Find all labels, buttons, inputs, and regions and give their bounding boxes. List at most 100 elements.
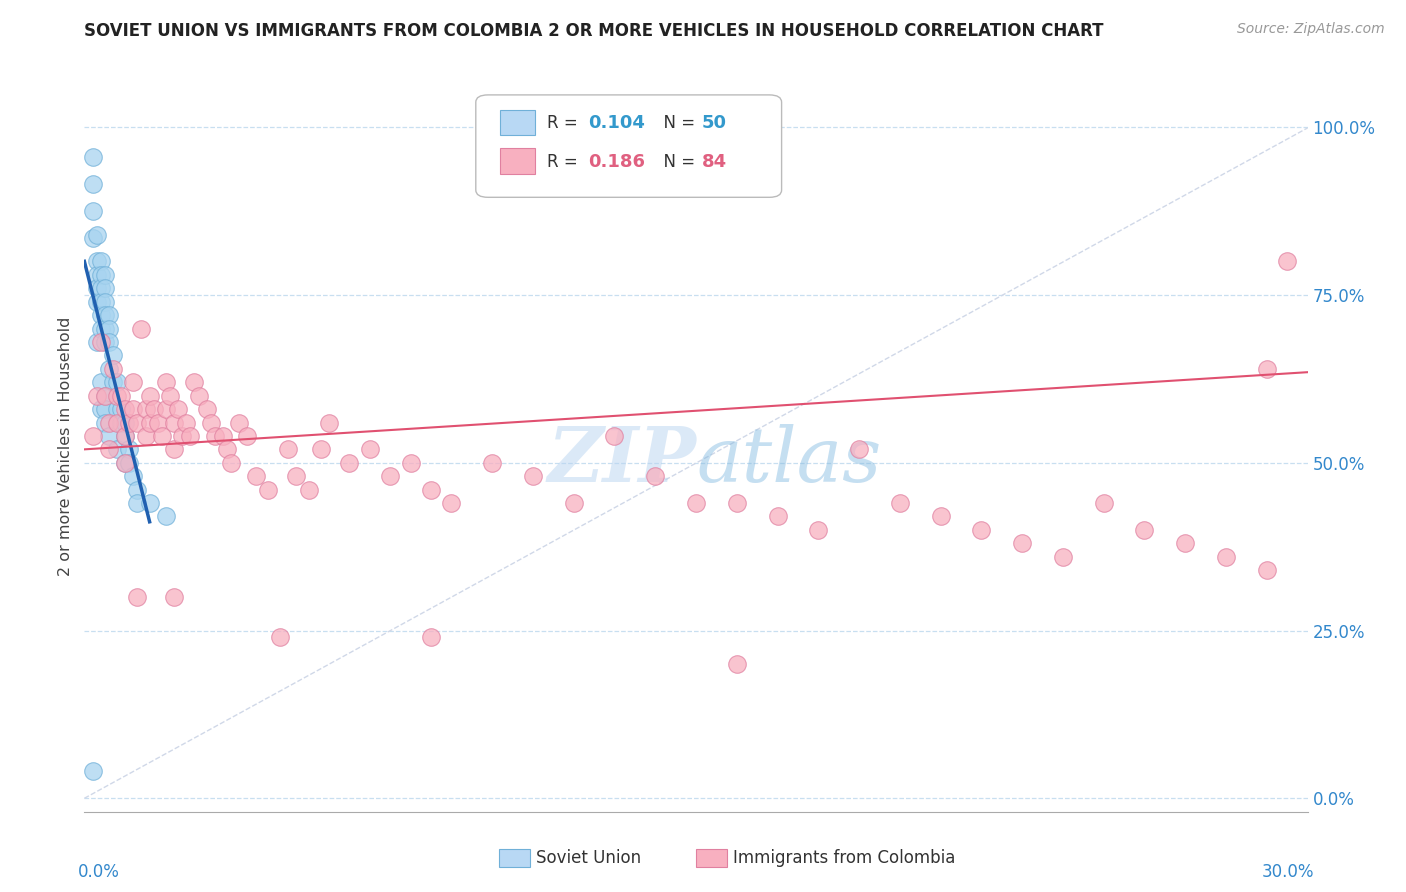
Point bbox=[82, 151, 104, 165]
Point bbox=[807, 523, 830, 537]
Point bbox=[685, 496, 707, 510]
Point bbox=[93, 416, 115, 430]
Point bbox=[93, 389, 115, 403]
Text: ZIP: ZIP bbox=[547, 424, 696, 498]
Point bbox=[269, 630, 291, 644]
Point bbox=[309, 442, 332, 457]
Point bbox=[105, 376, 128, 390]
Point bbox=[93, 334, 115, 349]
Point bbox=[138, 416, 160, 430]
Point bbox=[929, 509, 952, 524]
Text: Immigrants from Colombia: Immigrants from Colombia bbox=[733, 849, 955, 867]
Point bbox=[138, 496, 160, 510]
Point bbox=[970, 523, 993, 537]
Point bbox=[86, 389, 108, 403]
Point bbox=[86, 294, 108, 309]
Point bbox=[1174, 536, 1197, 550]
Point bbox=[380, 469, 402, 483]
Point bbox=[339, 456, 360, 470]
Point bbox=[82, 178, 104, 192]
Point bbox=[1256, 361, 1278, 376]
Point bbox=[440, 496, 463, 510]
Point bbox=[150, 429, 173, 443]
Point bbox=[93, 308, 115, 322]
Point bbox=[562, 496, 585, 510]
Point bbox=[142, 402, 165, 417]
Point bbox=[122, 376, 145, 390]
Point bbox=[172, 429, 194, 443]
Point bbox=[90, 308, 112, 322]
Point bbox=[766, 509, 789, 524]
Point bbox=[285, 469, 308, 483]
Point bbox=[889, 496, 911, 510]
Text: R =: R = bbox=[547, 113, 582, 132]
Point bbox=[420, 630, 443, 644]
Point bbox=[90, 254, 112, 268]
Text: 50: 50 bbox=[702, 113, 727, 132]
Text: N =: N = bbox=[654, 153, 700, 171]
Point bbox=[114, 456, 136, 470]
Point bbox=[522, 469, 544, 483]
Point bbox=[97, 321, 120, 335]
Point bbox=[212, 429, 235, 443]
Point bbox=[163, 442, 186, 457]
Point bbox=[644, 469, 666, 483]
Point bbox=[86, 334, 108, 349]
Point bbox=[228, 416, 250, 430]
Point bbox=[93, 268, 115, 282]
Text: Soviet Union: Soviet Union bbox=[536, 849, 641, 867]
Text: atlas: atlas bbox=[696, 424, 882, 498]
Y-axis label: 2 or more Vehicles in Household: 2 or more Vehicles in Household bbox=[58, 317, 73, 575]
Point bbox=[135, 402, 157, 417]
Point bbox=[174, 416, 197, 430]
Point bbox=[86, 281, 108, 295]
Point bbox=[127, 483, 149, 497]
Point bbox=[399, 456, 422, 470]
Point bbox=[101, 348, 124, 362]
Point bbox=[97, 308, 120, 322]
Point bbox=[204, 429, 226, 443]
Point bbox=[603, 429, 626, 443]
Point bbox=[195, 402, 218, 417]
Point bbox=[420, 483, 443, 497]
Point bbox=[114, 416, 136, 430]
Point bbox=[245, 469, 267, 483]
Point bbox=[114, 429, 136, 443]
Point bbox=[257, 483, 280, 497]
Point bbox=[90, 281, 112, 295]
Point bbox=[298, 483, 321, 497]
Point bbox=[101, 361, 124, 376]
Text: N =: N = bbox=[654, 113, 700, 132]
Point bbox=[114, 429, 136, 443]
Point bbox=[93, 321, 115, 335]
Point bbox=[101, 376, 124, 390]
Point bbox=[86, 268, 108, 282]
Point bbox=[187, 389, 209, 403]
Point bbox=[1092, 496, 1115, 510]
Point bbox=[97, 416, 120, 430]
Point bbox=[127, 590, 149, 604]
Point bbox=[122, 469, 145, 483]
Point bbox=[217, 442, 239, 457]
Point bbox=[105, 402, 128, 417]
Text: 84: 84 bbox=[702, 153, 727, 171]
Text: 0.0%: 0.0% bbox=[79, 863, 120, 881]
Point bbox=[90, 334, 112, 349]
Text: 0.186: 0.186 bbox=[588, 153, 645, 171]
Point bbox=[90, 294, 112, 309]
Point bbox=[97, 429, 120, 443]
Point bbox=[105, 416, 128, 430]
Point bbox=[725, 657, 748, 671]
Point bbox=[93, 281, 115, 295]
Bar bbox=[501, 110, 534, 136]
Point bbox=[105, 389, 128, 403]
Bar bbox=[501, 148, 534, 174]
Point bbox=[122, 402, 145, 417]
Point bbox=[1275, 254, 1298, 268]
Point bbox=[110, 389, 132, 403]
Point bbox=[146, 416, 169, 430]
Point bbox=[163, 416, 186, 430]
Point bbox=[93, 294, 115, 309]
Point bbox=[359, 442, 381, 457]
Point bbox=[318, 416, 340, 430]
